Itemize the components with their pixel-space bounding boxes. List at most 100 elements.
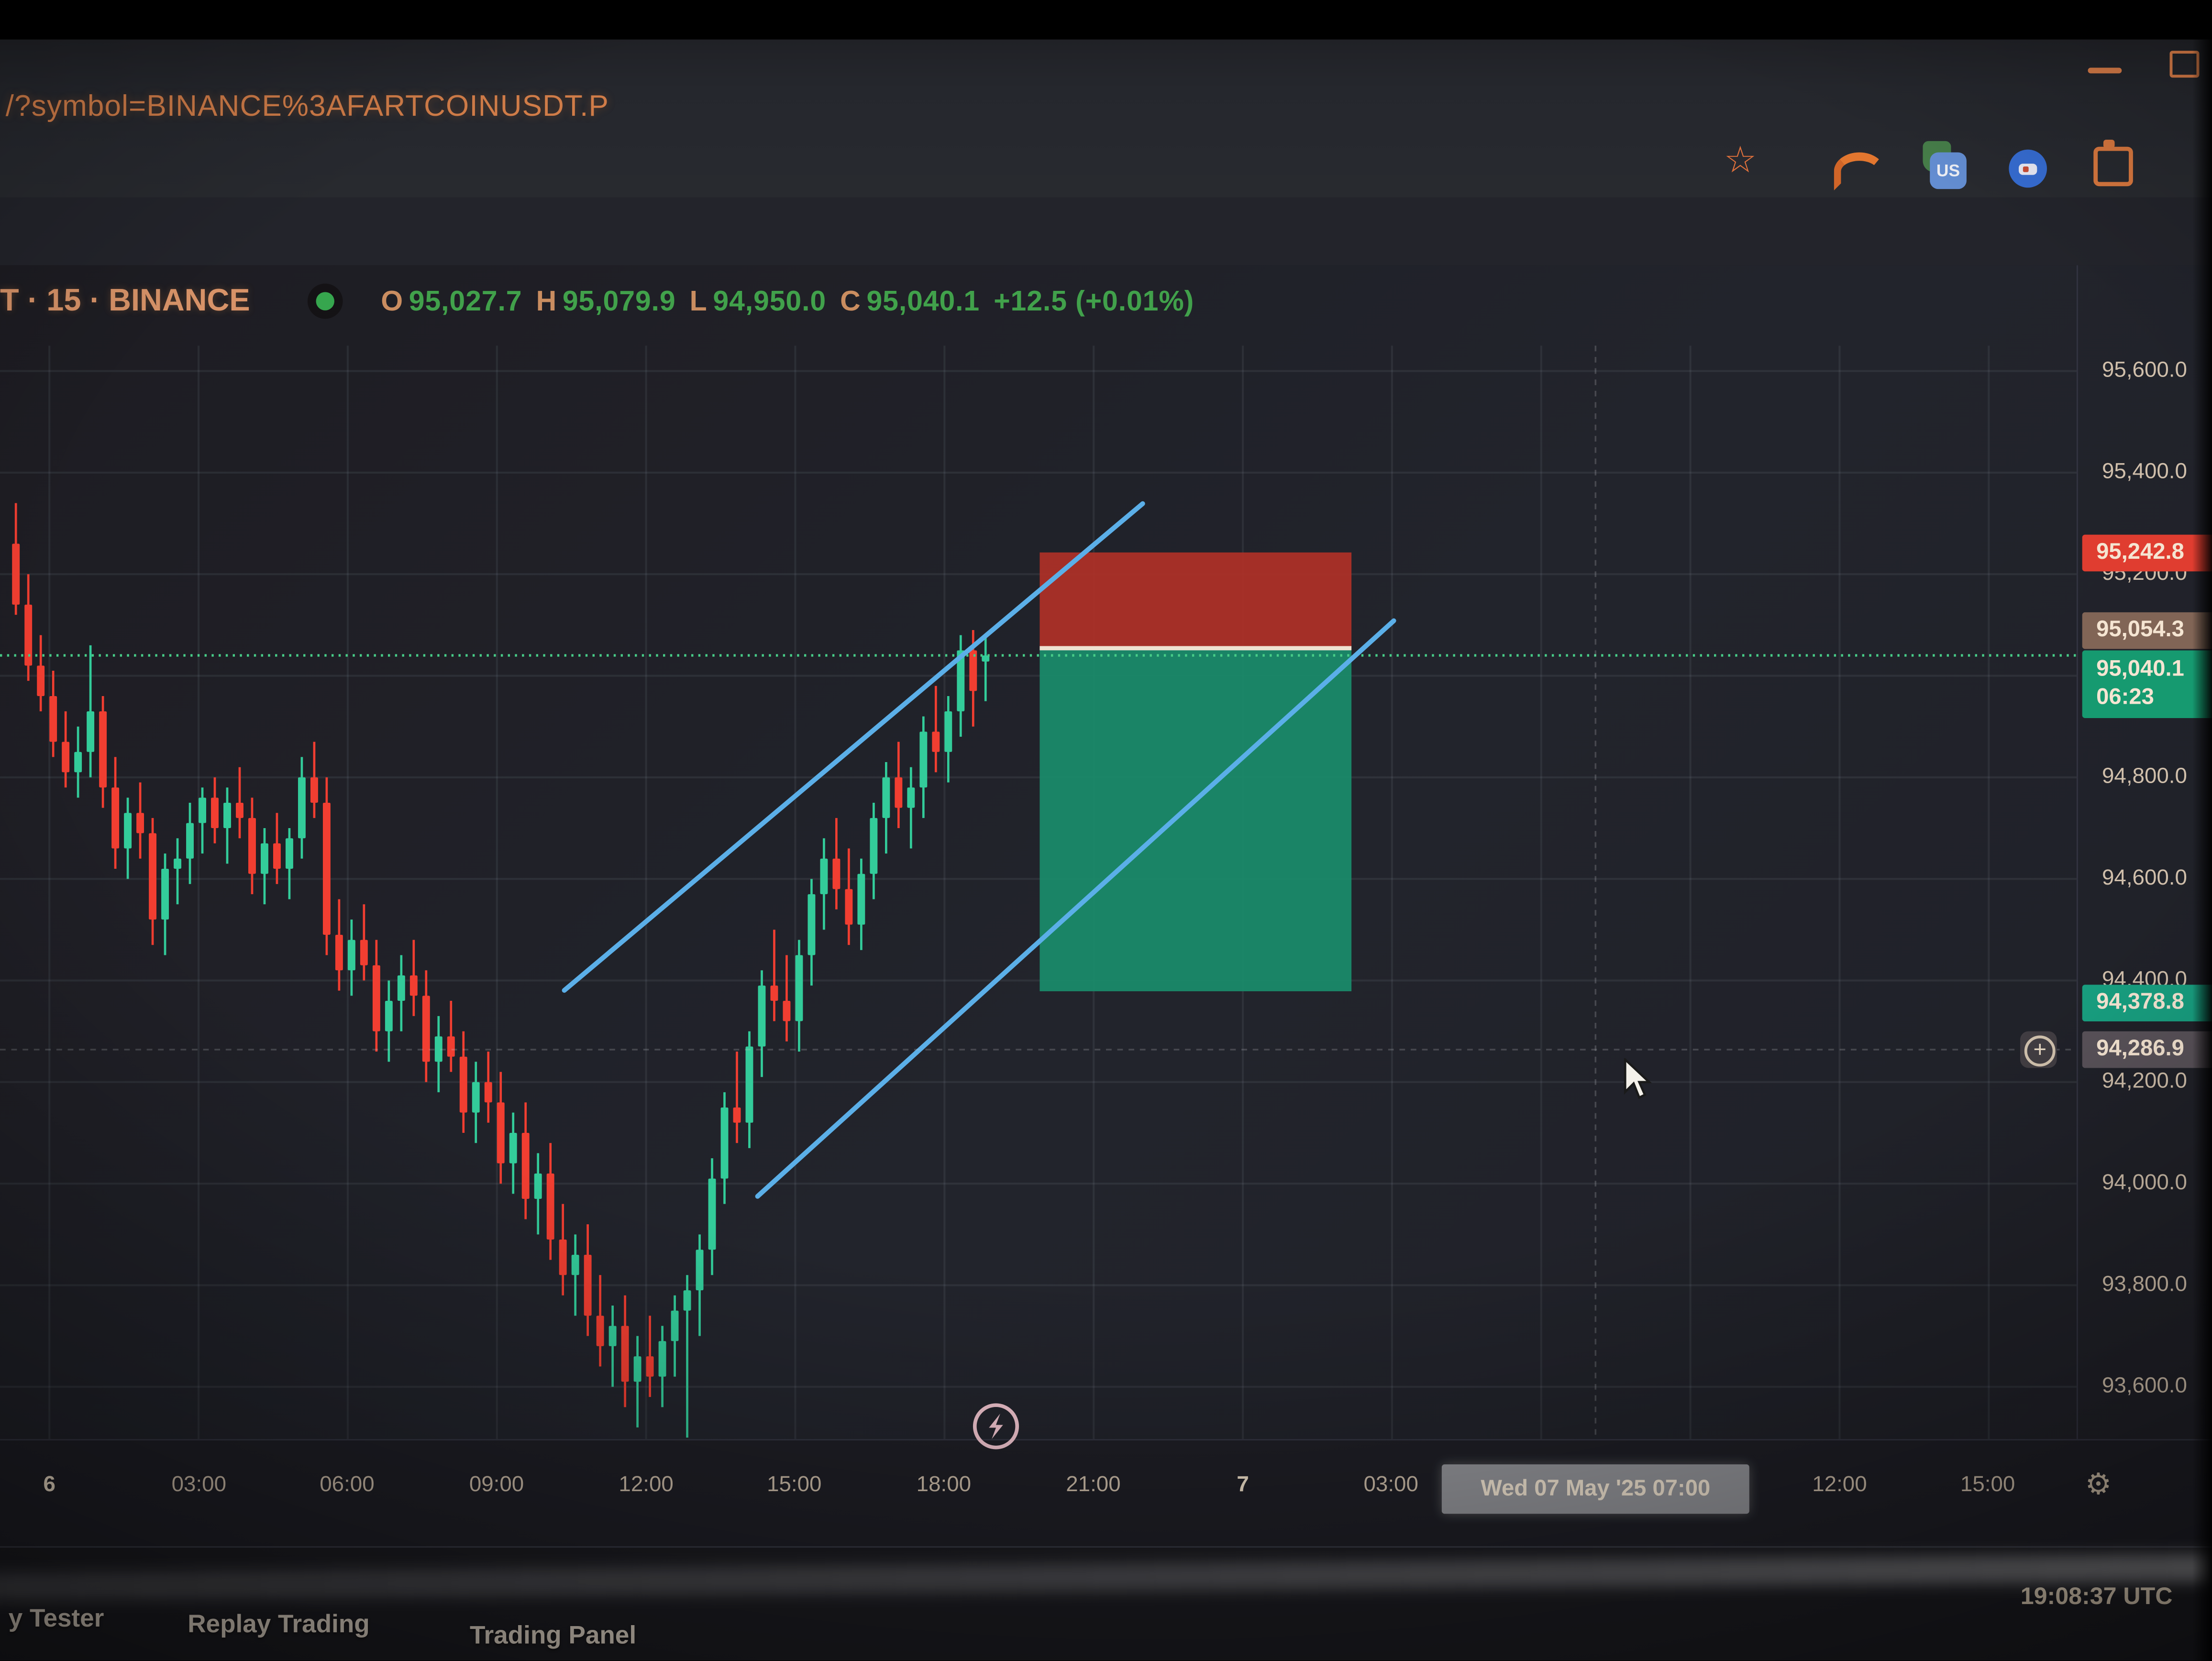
candle-body	[385, 1001, 393, 1031]
candle-body	[161, 868, 169, 920]
last-price-label[interactable]: 95,040.1 06:23	[2082, 650, 2212, 719]
time-axis-settings-icon[interactable]: ⚙	[2085, 1468, 2112, 1501]
candle-body	[186, 823, 194, 859]
candle-body	[745, 1046, 753, 1123]
close-value: 95,040.1	[866, 286, 980, 318]
symbol-title[interactable]: T · 15 · BINANCE	[0, 282, 250, 318]
candle-body	[646, 1356, 654, 1377]
crosshair-price-label: 94,286.9	[2082, 1031, 2212, 1068]
candle-body	[298, 777, 306, 839]
stop-loss-price-label[interactable]: 95,242.8	[2082, 534, 2212, 572]
candle-body	[409, 975, 418, 996]
candle-body	[285, 838, 293, 869]
low-value: 94,950.0	[713, 286, 827, 318]
last-price-value: 95,040.1	[2096, 657, 2184, 682]
candle-body	[720, 1107, 729, 1179]
candle-body	[273, 843, 281, 869]
time-tick-label: 6	[43, 1473, 55, 1497]
market-status-dot[interactable]	[316, 292, 334, 310]
candle-body	[236, 802, 243, 818]
utc-clock[interactable]: 19:08:37 UTC	[2020, 1583, 2173, 1610]
candle-body	[347, 940, 355, 971]
candle-body	[820, 858, 828, 895]
candle-body	[459, 1056, 467, 1113]
candle-body	[360, 940, 368, 965]
candle-body	[919, 731, 928, 788]
candle-body	[559, 1239, 567, 1275]
candle-body	[733, 1107, 741, 1123]
time-tick-label: 21:00	[1066, 1473, 1121, 1497]
open-label: O	[381, 286, 403, 318]
candle-body	[12, 543, 20, 605]
time-tick-label: 09:00	[469, 1473, 524, 1497]
candle-body	[472, 1082, 480, 1113]
candle-body	[907, 787, 915, 808]
candle-body	[447, 1036, 455, 1057]
tab-trading-panel[interactable]: Trading Panel	[470, 1621, 637, 1650]
candle-body	[546, 1173, 554, 1240]
candle-body	[310, 777, 318, 803]
candle-body	[372, 965, 380, 1031]
candle-body	[895, 777, 903, 808]
time-tick-label: 12:00	[1812, 1473, 1867, 1497]
candle-body	[658, 1341, 666, 1377]
crosshair-date-label: Wed 07 May '25 07:00	[1441, 1464, 1749, 1514]
candle-body	[62, 742, 70, 773]
time-tick-label: 15:00	[767, 1473, 822, 1497]
tab-strategy-tester[interactable]: y Tester	[8, 1604, 104, 1632]
candle-body	[932, 731, 940, 752]
high-label: H	[536, 286, 557, 318]
candle-body	[770, 986, 778, 1001]
candle-body	[111, 787, 120, 849]
candle-body	[857, 874, 865, 925]
candle-body	[571, 1254, 579, 1275]
candle-body	[584, 1254, 592, 1316]
candle-body	[758, 986, 766, 1047]
candle-body	[484, 1082, 492, 1103]
candle-body	[708, 1178, 716, 1250]
bar-countdown: 06:23	[2096, 686, 2154, 710]
candle-body	[422, 996, 430, 1062]
time-tick-label: 03:00	[171, 1473, 227, 1497]
candle-body	[969, 650, 977, 691]
candle-body	[795, 955, 803, 1021]
candle-body	[335, 934, 343, 971]
candle-body	[882, 777, 890, 818]
open-value: 95,027.7	[409, 286, 522, 318]
position-entry-line[interactable]	[1040, 646, 1352, 651]
candlestick-chart[interactable]	[0, 0, 2212, 1456]
candle-body	[534, 1173, 542, 1199]
add-alert-plus-icon[interactable]: +	[2020, 1031, 2057, 1068]
candle-body	[497, 1102, 505, 1163]
ohlc-readout: O 95,027.7 H 95,079.9 L 94,950.0 C 95,040.1 …	[381, 287, 1200, 319]
candle-body	[944, 711, 952, 752]
lightning-bolt-glyph	[989, 1413, 1003, 1439]
candle-body	[783, 1001, 791, 1021]
candle-body	[261, 843, 268, 874]
candle-body	[397, 975, 405, 1001]
low-label: L	[689, 286, 708, 318]
entry-price-label[interactable]: 95,054.3	[2082, 612, 2212, 649]
time-tick-label: 03:00	[1363, 1473, 1418, 1497]
candle-body	[49, 696, 57, 742]
close-label: C	[840, 286, 861, 318]
candle-body	[99, 711, 107, 788]
candle-body	[608, 1326, 617, 1346]
take-profit-price-label[interactable]: 94,378.8	[2082, 985, 2212, 1022]
candle-body	[807, 894, 816, 955]
candle-body	[211, 797, 219, 829]
candle-body	[870, 818, 878, 874]
time-tick-label: 18:00	[916, 1473, 972, 1497]
time-tick-label: 7	[1237, 1473, 1249, 1497]
candle-body	[322, 802, 331, 935]
candle-body	[509, 1133, 517, 1163]
candle-body	[87, 711, 95, 752]
tab-replay-trading[interactable]: Replay Trading	[188, 1609, 370, 1638]
position-stop-box[interactable]	[1040, 552, 1352, 648]
time-tick-label: 06:00	[320, 1473, 375, 1497]
candle-body	[683, 1290, 691, 1311]
candle-body	[633, 1356, 641, 1382]
candle-body	[74, 752, 82, 773]
candle-body	[174, 858, 182, 869]
